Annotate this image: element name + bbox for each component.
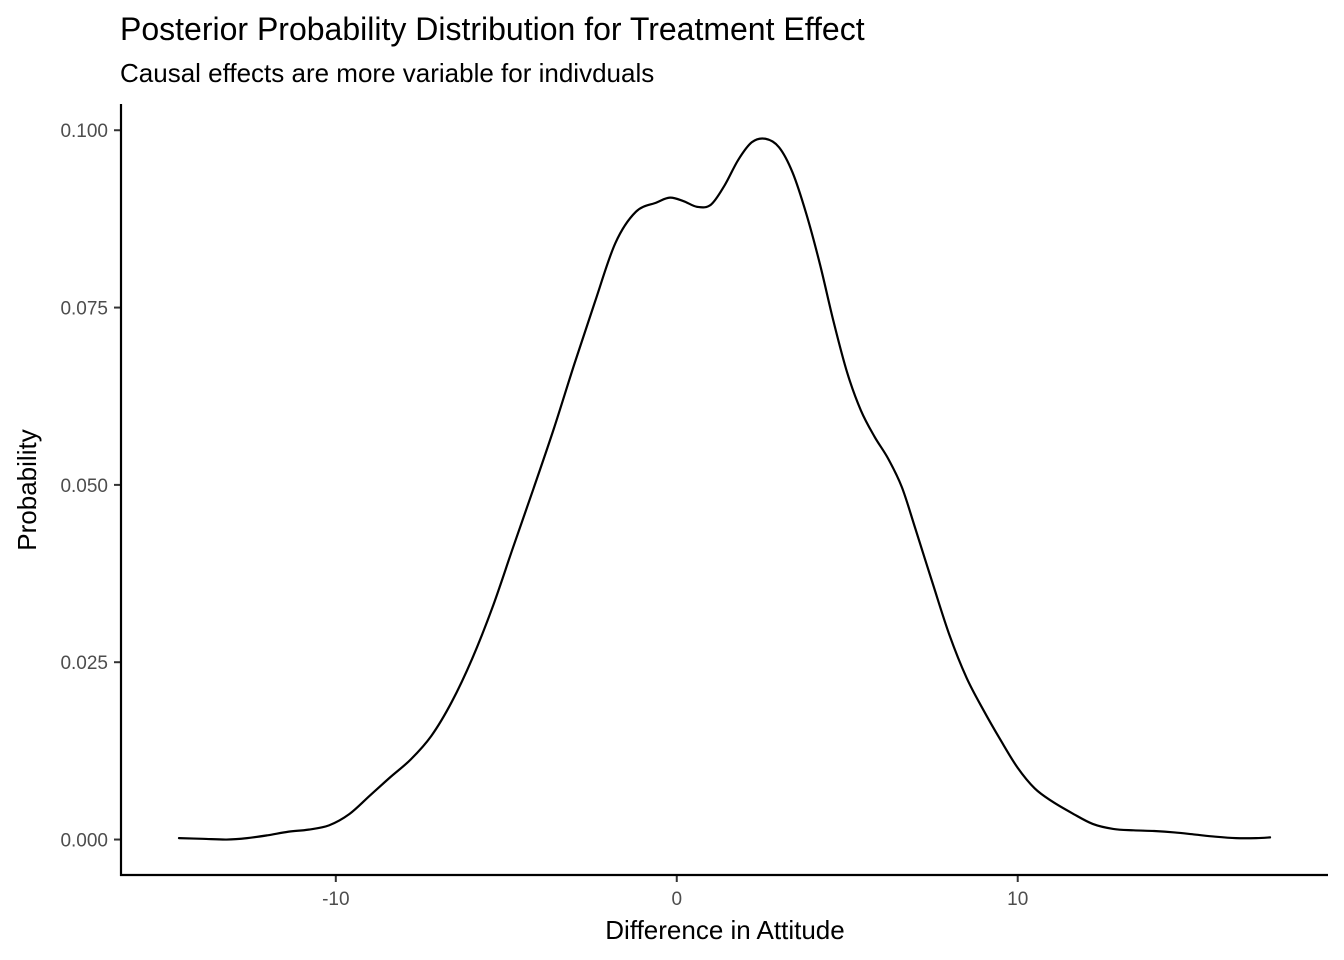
x-tick-label: -10 — [322, 889, 349, 910]
y-axis-ticks: 0.000 0.025 0.050 0.075 0.100 — [60, 121, 121, 852]
chart-subtitle: Causal effects are more variable for ind… — [120, 58, 654, 88]
y-tick-label: 0.000 — [60, 831, 108, 852]
y-tick-label: 0.100 — [60, 121, 108, 142]
chart-title: Posterior Probability Distribution for T… — [120, 11, 865, 47]
x-tick-label: 0 — [671, 889, 682, 910]
density-line — [177, 137, 1272, 841]
x-axis-ticks: -10 0 10 — [322, 875, 1028, 910]
x-tick-label: 10 — [1007, 889, 1028, 910]
y-tick-label: 0.025 — [60, 653, 108, 674]
y-tick-label: 0.075 — [60, 299, 108, 320]
x-axis-title: Difference in Attitude — [605, 915, 844, 945]
y-axis-title: Probability — [12, 429, 42, 550]
y-tick-label: 0.050 — [60, 476, 108, 497]
